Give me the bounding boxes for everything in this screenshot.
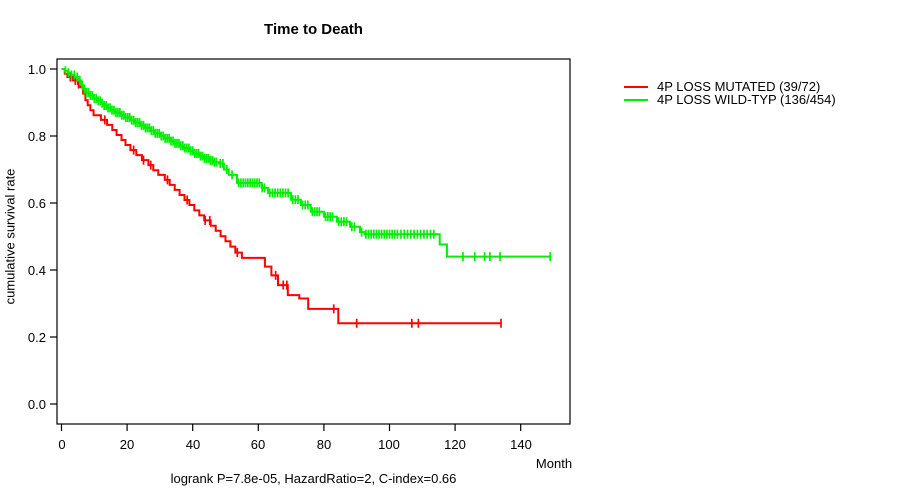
legend: 4P LOSS MUTATED (39/72) 4P LOSS WILD-TYP… [624,79,836,107]
y-tick-label: 0.4 [27,263,46,278]
x-tick-label: 40 [185,437,201,452]
x-tick-label: 20 [119,437,135,452]
y-tick-label: 0.6 [27,196,46,211]
legend-line-wildtype-icon [624,98,648,101]
x-tick-label: 140 [510,437,532,452]
legend-line-mutated-icon [624,85,648,88]
y-tick-label: 0.8 [27,129,46,144]
legend-label-wildtype: 4P LOSS WILD-TYP (136/454) [657,92,836,107]
y-tick-label: 0.2 [27,330,46,345]
x-tick-label: 60 [250,437,266,452]
x-tick-label: 120 [444,437,466,452]
x-axis-label: Month [535,456,573,471]
x-tick-label: 100 [378,437,400,452]
stats-annotation: logrank P=7.8e-05, HazardRatio=2, C-inde… [170,471,457,486]
page-title: Time to Death [264,21,363,38]
legend-label-mutated: 4P LOSS MUTATED (39/72) [657,79,821,94]
y-tick-label: 1.0 [27,62,46,77]
legend-row-wildtype: 4P LOSS WILD-TYP (136/454) [624,92,836,107]
legend-row-mutated: 4P LOSS MUTATED (39/72) [624,79,836,94]
x-tick-label: 0 [58,437,66,452]
y-axis-label: cumulative survival rate [2,168,18,305]
y-tick-label: 0.0 [27,397,46,412]
x-tick-label: 80 [316,437,332,452]
